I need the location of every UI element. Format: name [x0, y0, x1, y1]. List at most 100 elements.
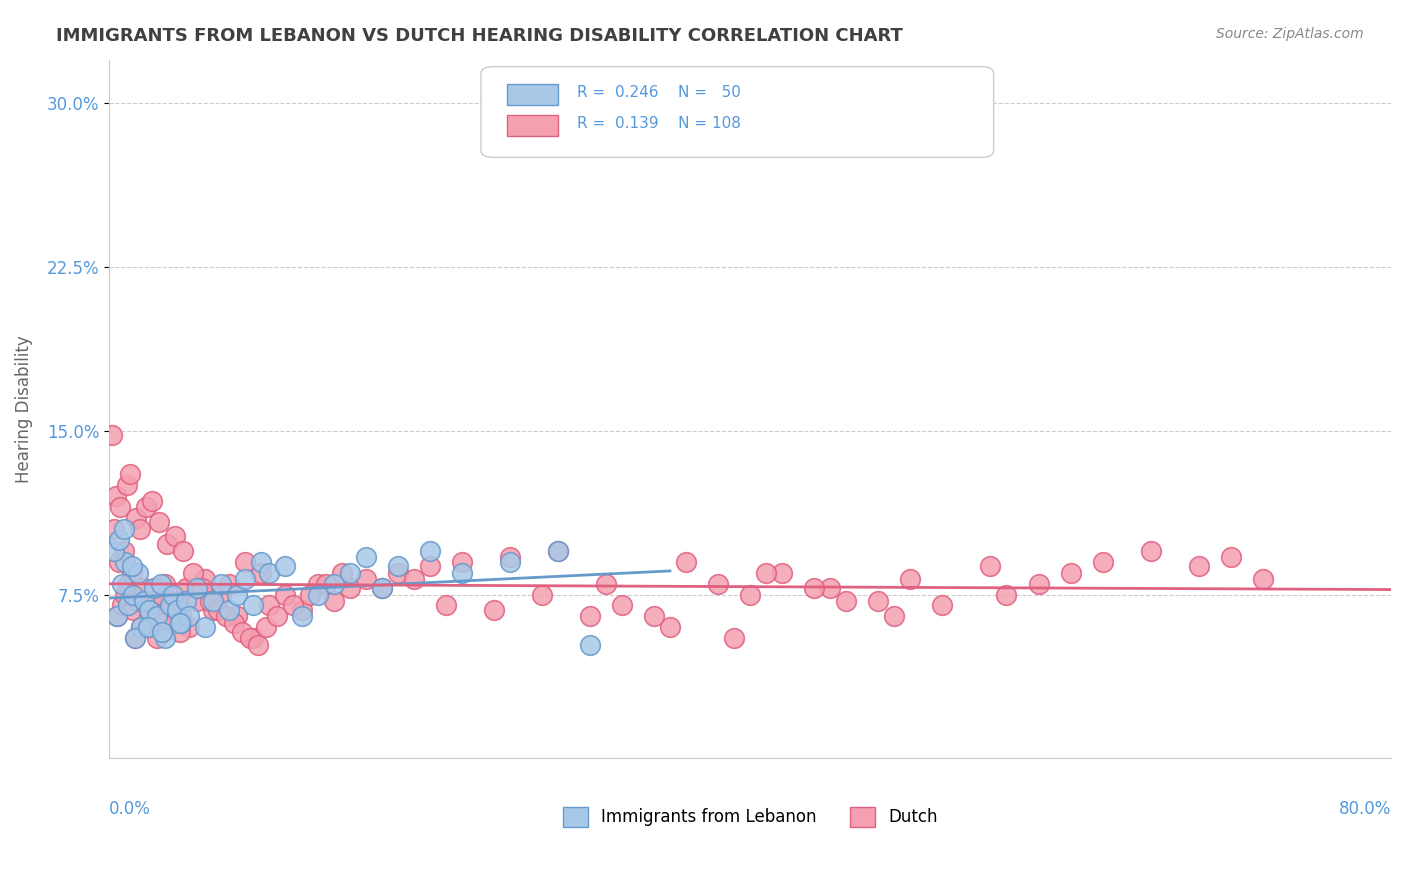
Text: 0.0%: 0.0% [110, 800, 150, 818]
Point [159, 603, 181, 617]
Point [124, 631, 146, 645]
Point [143, 599, 166, 613]
Point [499, 550, 522, 565]
Point [104, 489, 127, 503]
Point [120, 467, 142, 482]
Point [723, 631, 745, 645]
Point [226, 588, 249, 602]
Point [194, 620, 217, 634]
Point [127, 594, 149, 608]
Point [530, 588, 553, 602]
Point [129, 620, 152, 634]
Point [835, 594, 858, 608]
Point [136, 620, 159, 634]
Point [122, 588, 145, 602]
Point [250, 566, 273, 580]
Point [155, 631, 177, 645]
Point [186, 581, 208, 595]
Point [163, 528, 186, 542]
Point [707, 576, 730, 591]
Point [108, 533, 131, 547]
Point [148, 516, 170, 530]
Point [150, 624, 173, 639]
Point [202, 594, 225, 608]
Point [547, 544, 569, 558]
Point [322, 594, 344, 608]
Point [149, 588, 172, 602]
Point [103, 544, 125, 558]
Point [235, 572, 257, 586]
Point [114, 555, 136, 569]
Point [166, 603, 188, 617]
Point [179, 609, 201, 624]
Point [108, 555, 131, 569]
Point [239, 631, 262, 645]
Point [194, 572, 217, 586]
Point [339, 581, 361, 595]
Point [450, 566, 472, 580]
Point [138, 603, 160, 617]
Point [242, 599, 264, 613]
Point [387, 559, 409, 574]
Point [101, 428, 124, 442]
Point [283, 599, 305, 613]
Point [143, 581, 166, 595]
Point [259, 599, 281, 613]
Point [643, 609, 665, 624]
Point [547, 544, 569, 558]
Point [1139, 544, 1161, 558]
Point [110, 500, 132, 515]
Point [979, 559, 1001, 574]
Point [675, 555, 697, 569]
Point [307, 576, 329, 591]
Point [162, 615, 184, 630]
Point [198, 594, 221, 608]
Point [803, 581, 825, 595]
Point [898, 572, 921, 586]
Point [354, 572, 377, 586]
Point [112, 544, 135, 558]
Point [169, 624, 191, 639]
Text: R =  0.246    N =   50: R = 0.246 N = 50 [576, 85, 741, 100]
Point [174, 581, 197, 595]
Point [274, 559, 297, 574]
Point [115, 478, 138, 492]
Point [105, 609, 128, 624]
Point [138, 609, 160, 624]
Point [235, 555, 257, 569]
Point [162, 588, 184, 602]
FancyBboxPatch shape [481, 67, 994, 157]
Point [172, 544, 194, 558]
Point [387, 566, 409, 580]
Point [170, 609, 193, 624]
Point [995, 588, 1018, 602]
Point [1028, 576, 1050, 591]
Point [579, 609, 602, 624]
Point [170, 615, 193, 630]
Point [298, 588, 321, 602]
Point [124, 631, 146, 645]
Point [610, 599, 633, 613]
Point [1219, 550, 1241, 565]
Point [1091, 555, 1114, 569]
Point [868, 594, 890, 608]
Point [174, 594, 197, 608]
Point [290, 609, 312, 624]
Point [770, 566, 793, 580]
Point [105, 609, 128, 624]
Text: IMMIGRANTS FROM LEBANON VS DUTCH HEARING DISABILITY CORRELATION CHART: IMMIGRANTS FROM LEBANON VS DUTCH HEARING… [56, 27, 903, 45]
Point [1251, 572, 1274, 586]
Point [209, 576, 232, 591]
Point [186, 594, 208, 608]
Point [254, 620, 277, 634]
Point [121, 559, 143, 574]
Point [141, 493, 163, 508]
Point [482, 603, 505, 617]
Point [111, 576, 134, 591]
Point [434, 599, 457, 613]
Point [181, 566, 204, 580]
Point [146, 609, 169, 624]
Point [499, 555, 522, 569]
Point [166, 594, 188, 608]
Point [315, 576, 337, 591]
